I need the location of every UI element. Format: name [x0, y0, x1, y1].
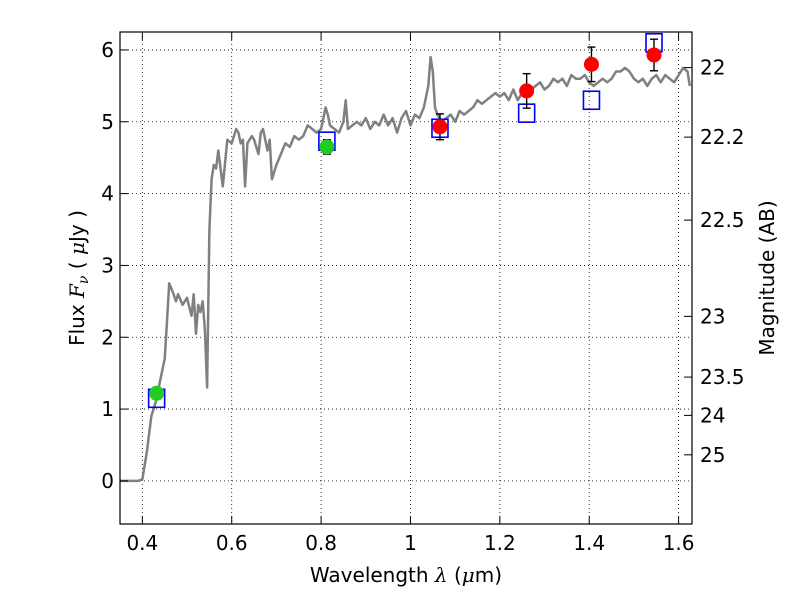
right-tick-label: 22 [700, 56, 725, 80]
right-tick-label: 24 [700, 403, 725, 427]
photometry-point [319, 139, 335, 155]
y-tick-label: 0 [101, 469, 114, 493]
right-tick-label: 22.2 [700, 125, 745, 149]
photometry-point [432, 119, 448, 135]
x-axis-label: Wavelength λ (μm) [310, 563, 502, 587]
x-tick-label: 0.4 [126, 531, 158, 555]
y-tick-label: 5 [101, 110, 114, 134]
y-tick-label: 3 [101, 253, 114, 277]
x-tick-label: 1.2 [484, 531, 516, 555]
photometry-point [149, 385, 165, 401]
tick-labels: 0.4 0.6 0.8 1 1.2 1.4 1.601234562222.222.52323… [101, 38, 744, 555]
spectrum-line [120, 55, 692, 483]
y-tick-label: 6 [101, 38, 114, 62]
x-tick-label: 0.6 [216, 531, 248, 555]
photometry-point [583, 56, 599, 72]
model-point [582, 90, 601, 111]
photometry-point [646, 47, 662, 63]
right-axis-label: Magnitude (AB) [755, 200, 779, 355]
x-tick-label: 1 [404, 531, 417, 555]
right-tick-label: 23 [700, 304, 725, 328]
grid-lines [120, 32, 692, 524]
x-tick-label: 1.6 [663, 531, 695, 555]
right-tick-label: 23.5 [700, 365, 745, 389]
y-tick-label: 2 [101, 325, 114, 349]
y-axis-label: Flux Fν ( μJy ) [65, 210, 92, 346]
right-tick-label: 22.5 [700, 208, 745, 232]
y-tick-label: 4 [101, 182, 114, 206]
tick-marks [120, 32, 692, 524]
plot-area [120, 32, 692, 483]
right-tick-label: 25 [700, 443, 725, 467]
x-tick-label: 0.8 [305, 531, 337, 555]
photometry-point [519, 83, 535, 99]
y-tick-label: 1 [101, 397, 114, 421]
axes-frame [119, 31, 693, 525]
x-tick-label: 1.4 [573, 531, 605, 555]
